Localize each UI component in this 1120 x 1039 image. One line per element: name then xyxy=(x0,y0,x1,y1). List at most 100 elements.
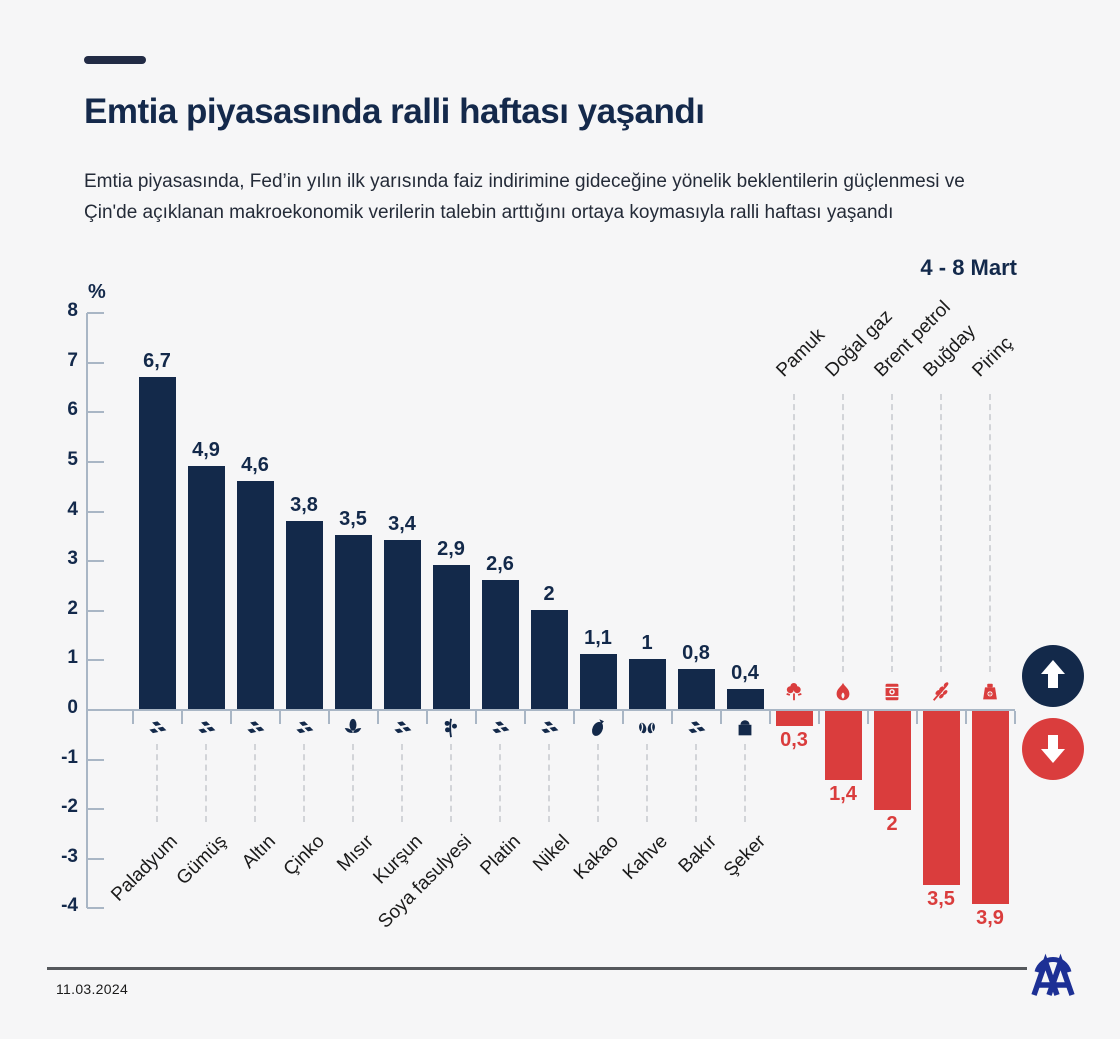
y-tick-label: 1 xyxy=(67,647,78,669)
y-tick xyxy=(87,907,104,910)
guide-dash-line xyxy=(597,744,599,822)
bar xyxy=(726,689,764,709)
footer-date: 11.03.2024 xyxy=(56,981,129,997)
y-tick-label: -2 xyxy=(61,796,78,818)
category-boundary-tick xyxy=(425,711,428,724)
category-boundary-tick xyxy=(670,711,673,724)
bar xyxy=(432,565,470,709)
period-label: 4 - 8 Mart xyxy=(920,255,1017,280)
bar xyxy=(236,481,274,709)
corn-icon xyxy=(342,717,364,739)
category-boundary-tick xyxy=(327,711,330,724)
category-boundary-tick xyxy=(376,711,379,724)
ingots-icon xyxy=(391,717,413,739)
ingots-icon xyxy=(685,717,707,739)
ingots-icon xyxy=(146,717,168,739)
guide-dash-line xyxy=(646,744,648,822)
bar-value-label: 0,4 xyxy=(731,662,759,684)
y-tick xyxy=(87,758,104,761)
bar-value-label: 3,4 xyxy=(388,513,416,535)
bar-value-label: 2,9 xyxy=(437,538,465,560)
y-tick-label: -4 xyxy=(61,895,78,917)
bar xyxy=(530,610,568,709)
bar-value-label: 3,5 xyxy=(927,888,955,910)
category-boundary-tick xyxy=(719,711,722,724)
y-tick-label: 8 xyxy=(67,300,78,322)
guide-dash-line xyxy=(450,744,452,822)
bar-value-label: 3,9 xyxy=(976,907,1004,929)
accent-dash xyxy=(84,56,146,64)
bar xyxy=(677,669,715,709)
bar xyxy=(971,711,1009,904)
ingots-icon xyxy=(538,717,560,739)
bar-value-label: 6,7 xyxy=(143,350,171,372)
category-boundary-tick xyxy=(278,711,281,724)
y-tick xyxy=(87,510,104,513)
y-axis-unit-label: % xyxy=(88,281,106,303)
bar-value-label: 3,8 xyxy=(290,494,318,516)
footer-divider xyxy=(47,967,1027,970)
y-tick xyxy=(87,808,104,811)
legend-up-badge xyxy=(1022,645,1084,707)
subtitle-line-1: Emtia piyasasında, Fed’in yılın ilk yarı… xyxy=(84,171,965,192)
guide-dash-line xyxy=(401,744,403,822)
category-boundary-tick xyxy=(523,711,526,724)
y-tick-label: 6 xyxy=(67,399,78,421)
ingots-icon xyxy=(293,717,315,739)
ingots-icon xyxy=(489,717,511,739)
bar-value-label: 0,3 xyxy=(780,729,808,751)
y-tick-label: -3 xyxy=(61,845,78,867)
bar-value-label: 2,6 xyxy=(486,553,514,575)
cacao-icon xyxy=(587,717,609,739)
bar xyxy=(187,466,225,709)
legend-down-badge xyxy=(1022,718,1084,780)
sugar-sack-icon xyxy=(734,717,756,739)
guide-dash-line xyxy=(352,744,354,822)
guide-dash-line xyxy=(793,394,795,672)
y-tick xyxy=(87,857,104,860)
y-tick-label: -1 xyxy=(61,746,78,768)
guide-dash-line xyxy=(303,744,305,822)
category-boundary-tick xyxy=(964,711,967,724)
bar xyxy=(138,377,176,709)
arrow-up-icon xyxy=(1040,659,1066,694)
y-tick xyxy=(87,411,104,414)
ingots-icon xyxy=(244,717,266,739)
guide-dash-line xyxy=(744,744,746,822)
guide-dash-line xyxy=(548,744,550,822)
y-tick-label: 2 xyxy=(67,597,78,619)
soybean-icon xyxy=(440,717,462,739)
bar xyxy=(775,711,813,726)
bar xyxy=(628,659,666,709)
bar-value-label: 1,1 xyxy=(584,627,612,649)
y-tick-label: 7 xyxy=(67,349,78,371)
guide-dash-line xyxy=(989,394,991,672)
guide-dash-line xyxy=(205,744,207,822)
rice-sack-icon xyxy=(979,681,1001,703)
bar xyxy=(481,580,519,709)
oil-barrel-icon xyxy=(881,681,903,703)
guide-dash-line xyxy=(254,744,256,822)
bar xyxy=(922,711,960,885)
aa-agency-logo xyxy=(1028,944,1078,998)
category-boundary-tick xyxy=(474,711,477,724)
y-tick xyxy=(87,609,104,612)
y-tick xyxy=(87,361,104,364)
y-tick-label: 0 xyxy=(67,697,78,718)
bar-value-label: 4,6 xyxy=(241,454,269,476)
bar-value-label: 2 xyxy=(886,813,898,835)
bar-value-label: 0,8 xyxy=(682,642,710,664)
bar xyxy=(824,711,862,780)
page-title: Emtia piyasasında ralli haftası yaşandı xyxy=(84,92,705,131)
y-tick-label: 3 xyxy=(67,548,78,570)
category-boundary-tick xyxy=(1013,711,1016,724)
bar-value-label: 2 xyxy=(543,583,555,605)
zero-baseline xyxy=(87,709,1015,711)
wheat-icon xyxy=(930,681,952,703)
ingots-icon xyxy=(195,717,217,739)
y-tick xyxy=(87,461,104,463)
subtitle-line-2: Çin'de açıklanan makroekonomik verilerin… xyxy=(84,202,894,223)
category-boundary-tick xyxy=(768,711,771,724)
category-boundary-tick xyxy=(572,711,575,724)
